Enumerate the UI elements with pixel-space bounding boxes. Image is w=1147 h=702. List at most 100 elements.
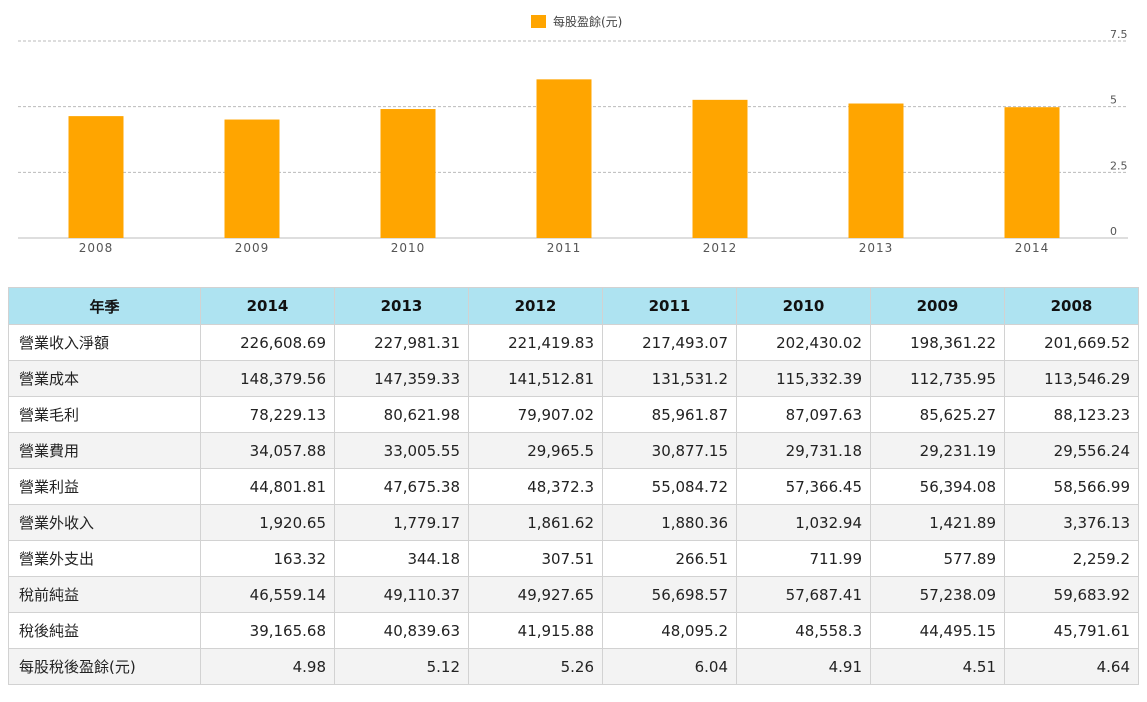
table-cell: 40,839.63 xyxy=(334,612,469,649)
table-cell: 1,861.62 xyxy=(468,504,603,541)
table-cell: 59,683.92 xyxy=(1004,576,1139,613)
bar-2014[interactable] xyxy=(1004,107,1060,238)
table-cell: 88,123.23 xyxy=(1004,396,1139,433)
table-cell: 85,961.87 xyxy=(602,396,737,433)
header-year-2010: 2010 xyxy=(736,287,871,325)
table-cell: 57,366.45 xyxy=(736,468,871,505)
table-cell: 79,907.02 xyxy=(468,396,603,433)
table-cell: 48,372.3 xyxy=(468,468,603,505)
row-label: 營業費用 xyxy=(8,432,201,469)
bar-2010[interactable] xyxy=(380,109,436,238)
bar-2008[interactable] xyxy=(68,116,124,238)
table-cell: 49,927.65 xyxy=(468,576,603,613)
table-cell: 4.51 xyxy=(870,648,1005,685)
table-cell: 307.51 xyxy=(468,540,603,577)
table-cell: 29,965.5 xyxy=(468,432,603,469)
table-row: 營業收入淨額 226,608.69 227,981.31 221,419.83 217,… xyxy=(8,324,1139,361)
table-cell: 226,608.69 xyxy=(200,324,335,361)
header-year-2011: 2011 xyxy=(602,287,737,325)
table-cell: 202,430.02 xyxy=(736,324,871,361)
header-year-2013: 2013 xyxy=(334,287,469,325)
header-label-column: 年季 xyxy=(8,287,201,325)
x-tick-label: 2014 xyxy=(1015,241,1050,255)
table-row: 稅前純益 46,559.14 49,110.37 49,927.65 56,698.57… xyxy=(8,576,1139,613)
y-tick-label: 7.5 xyxy=(1110,28,1128,41)
table-cell: 112,735.95 xyxy=(870,360,1005,397)
table-cell: 80,621.98 xyxy=(334,396,469,433)
row-label: 營業外收入 xyxy=(8,504,201,541)
table-cell: 78,229.13 xyxy=(200,396,335,433)
table-cell: 47,675.38 xyxy=(334,468,469,505)
table-cell: 113,546.29 xyxy=(1004,360,1139,397)
y-tick-label: 0 xyxy=(1110,225,1117,238)
table-cell: 5.12 xyxy=(334,648,469,685)
table-cell: 33,005.55 xyxy=(334,432,469,469)
chart-legend[interactable]: 每股盈餘(元) xyxy=(531,14,622,29)
table-row: 營業毛利 78,229.13 80,621.98 79,907.02 85,961.87… xyxy=(8,396,1139,433)
table-cell: 57,687.41 xyxy=(736,576,871,613)
table-cell: 6.04 xyxy=(602,648,737,685)
row-label: 營業外支出 xyxy=(8,540,201,577)
legend-label: 每股盈餘(元) xyxy=(553,14,622,29)
table-cell: 4.64 xyxy=(1004,648,1139,685)
table-cell: 48,095.2 xyxy=(602,612,737,649)
table-cell: 56,394.08 xyxy=(870,468,1005,505)
table-cell: 85,625.27 xyxy=(870,396,1005,433)
chart-bars xyxy=(68,79,1060,238)
table-cell: 1,032.94 xyxy=(736,504,871,541)
table-cell: 163.32 xyxy=(200,540,335,577)
x-axis-ticks: 2008 2009 2010 2011 2012 2013 2014 xyxy=(79,241,1050,255)
table-cell: 227,981.31 xyxy=(334,324,469,361)
table-cell: 4.91 xyxy=(736,648,871,685)
table-row: 每股稅後盈餘(元) 4.98 5.12 5.26 6.04 4.91 4.51 4.64 xyxy=(8,648,1139,685)
table-cell: 115,332.39 xyxy=(736,360,871,397)
table-cell: 147,359.33 xyxy=(334,360,469,397)
row-label: 營業收入淨額 xyxy=(8,324,201,361)
table-row: 營業成本 148,379.56 147,359.33 141,512.81 131,53… xyxy=(8,360,1139,397)
table-row: 營業外支出 163.32 344.18 307.51 266.51 711.99 577.8… xyxy=(8,540,1139,577)
table-cell: 29,556.24 xyxy=(1004,432,1139,469)
table-row: 營業外收入 1,920.65 1,779.17 1,861.62 1,880.36 1,0… xyxy=(8,504,1139,541)
table-cell: 44,495.15 xyxy=(870,612,1005,649)
table-cell: 5.26 xyxy=(468,648,603,685)
header-year-2009: 2009 xyxy=(870,287,1005,325)
table-cell: 131,531.2 xyxy=(602,360,737,397)
x-tick-label: 2012 xyxy=(703,241,738,255)
table-cell: 55,084.72 xyxy=(602,468,737,505)
table-cell: 39,165.68 xyxy=(200,612,335,649)
table-cell: 34,057.88 xyxy=(200,432,335,469)
y-tick-label: 2.5 xyxy=(1110,159,1128,172)
bar-2011[interactable] xyxy=(536,79,592,238)
bar-2013[interactable] xyxy=(848,103,904,238)
table-cell: 217,493.07 xyxy=(602,324,737,361)
table-cell: 4.98 xyxy=(200,648,335,685)
table-cell: 577.89 xyxy=(870,540,1005,577)
table-cell: 1,779.17 xyxy=(334,504,469,541)
y-axis-ticks: 0 2.5 5 7.5 xyxy=(1110,28,1128,238)
x-tick-label: 2008 xyxy=(79,241,114,255)
table-row: 營業利益 44,801.81 47,675.38 48,372.3 55,084.72 5… xyxy=(8,468,1139,505)
x-tick-label: 2009 xyxy=(235,241,270,255)
financial-table: 年季 2014 2013 2012 2011 2010 2009 2008 營業收入淨額 226… xyxy=(8,287,1139,685)
table-cell: 49,110.37 xyxy=(334,576,469,613)
row-label: 稅後純益 xyxy=(8,612,201,649)
table-cell: 148,379.56 xyxy=(200,360,335,397)
table-cell: 1,880.36 xyxy=(602,504,737,541)
row-label: 稅前純益 xyxy=(8,576,201,613)
eps-bar-chart: 每股盈餘(元) 2008 2009 2010 2011 2012 2013 2014 0 2.… xyxy=(18,14,1128,255)
table-cell: 44,801.81 xyxy=(200,468,335,505)
row-label: 營業毛利 xyxy=(8,396,201,433)
legend-swatch xyxy=(531,15,546,28)
bar-2009[interactable] xyxy=(224,119,280,238)
table-row: 營業費用 34,057.88 33,005.55 29,965.5 30,877.15 2… xyxy=(8,432,1139,469)
header-year-2014: 2014 xyxy=(200,287,335,325)
bar-2012[interactable] xyxy=(692,99,748,238)
table-cell: 29,731.18 xyxy=(736,432,871,469)
table-cell: 30,877.15 xyxy=(602,432,737,469)
table-cell: 221,419.83 xyxy=(468,324,603,361)
table-cell: 1,421.89 xyxy=(870,504,1005,541)
header-year-2012: 2012 xyxy=(468,287,603,325)
table-cell: 56,698.57 xyxy=(602,576,737,613)
table-cell: 266.51 xyxy=(602,540,737,577)
table-cell: 3,376.13 xyxy=(1004,504,1139,541)
